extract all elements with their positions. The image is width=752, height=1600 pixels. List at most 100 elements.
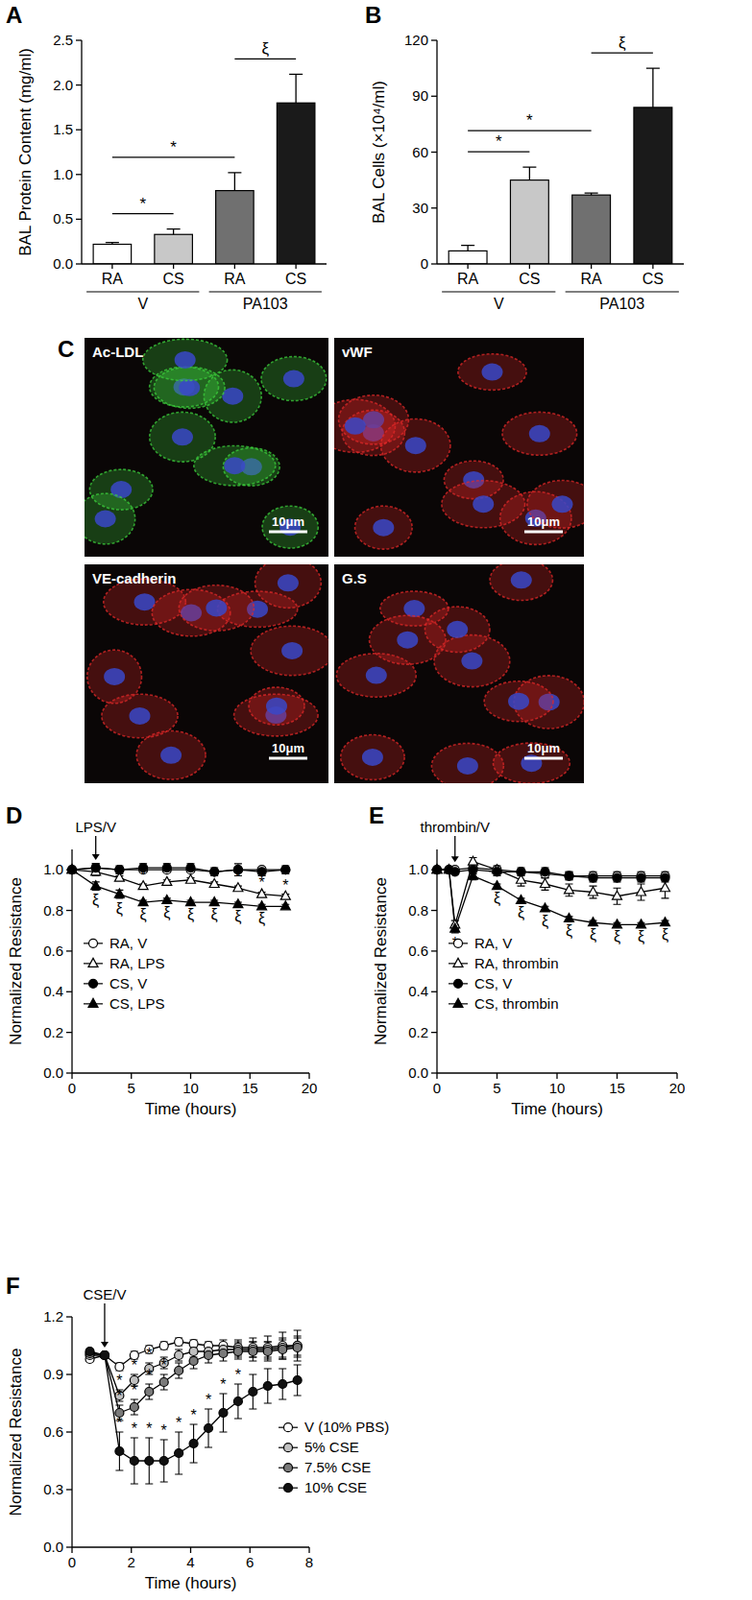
significance-label: * (161, 1358, 168, 1375)
data-point (433, 866, 442, 875)
error-bar (234, 1344, 243, 1360)
category-label: CS (642, 270, 664, 288)
y-tick-label: 0.0 (43, 1539, 64, 1556)
y-tick (431, 151, 437, 153)
data-point (432, 865, 442, 874)
y-axis (80, 40, 82, 265)
error-bar (145, 1384, 153, 1401)
bar (509, 180, 549, 265)
data-point (186, 897, 196, 907)
error-bar (264, 1342, 272, 1359)
error-bar (248, 1342, 257, 1362)
x-tick-label: 20 (301, 1080, 318, 1097)
error-bar (541, 868, 550, 876)
legend-marker (284, 1464, 293, 1474)
cell (484, 681, 554, 723)
y-tick-label: 30 (412, 199, 429, 217)
legend: RA, VRA, LPSCS, VCS, LPS (83, 935, 166, 1013)
y-tick (75, 173, 82, 175)
data-point (540, 868, 550, 877)
significance-label: ξ (661, 926, 669, 945)
error-bar (278, 1369, 287, 1401)
nucleus (283, 370, 305, 389)
scale-bar-label: 10μm (271, 741, 305, 756)
x-tick-label: 4 (186, 1554, 195, 1572)
x-tick (190, 1073, 192, 1080)
error-bar (218, 1346, 227, 1362)
data-point (145, 1388, 154, 1398)
cell (527, 481, 584, 530)
y-tick-label: 1.5 (52, 121, 73, 138)
category-label: CS (163, 270, 185, 288)
error-bar (493, 868, 502, 876)
plot-area (448, 68, 673, 265)
legend: V (10% PBS)5% CSE7.5% CSE10% CSE (278, 1419, 389, 1497)
error-bar (167, 229, 181, 236)
legend-label: V (10% PBS) (304, 1419, 389, 1436)
cell (441, 481, 526, 529)
error-bar (190, 1340, 198, 1349)
x-tick (190, 1548, 192, 1554)
chart: B0306090120BAL Cells (×10⁴/ml)RACSRACSVP… (364, 1, 684, 313)
y-tick (75, 263, 82, 265)
nucleus (103, 668, 125, 686)
y-tick (66, 1316, 73, 1318)
error-bar (160, 1440, 169, 1483)
series-line (90, 1352, 298, 1462)
data-point (660, 883, 671, 893)
y-axis-label: Normalized Resistance (6, 1349, 25, 1518)
figure: A0.00.51.01.52.02.5BAL Protein Content (… (0, 0, 752, 1600)
legend-label: RA, V (474, 935, 512, 952)
plot-area (85, 1331, 302, 1485)
significance-label: ξ (493, 890, 501, 908)
legend-label: RA, LPS (109, 955, 166, 972)
legend-marker (284, 1444, 293, 1454)
significance-label: ξ (116, 900, 123, 919)
y-tick (431, 263, 437, 265)
category-label: RA (457, 270, 480, 288)
y-tick-label: 2.0 (52, 76, 73, 94)
x-axis-label: Time (hours) (510, 1100, 604, 1119)
event-arrowhead (451, 856, 460, 863)
y-axis-label: BAL Cells (×10⁴/ml) (369, 80, 389, 224)
error-bar (92, 864, 100, 873)
cell (458, 354, 527, 391)
error-bar (145, 1438, 153, 1485)
legend-marker (454, 979, 463, 989)
data-point (660, 873, 670, 883)
x-tick (249, 1073, 251, 1080)
significance-label: ξ (618, 33, 627, 52)
data-point (248, 1348, 258, 1358)
nucleus (457, 757, 479, 776)
nucleus (266, 698, 288, 716)
series-line (72, 868, 286, 873)
data-point (432, 865, 442, 874)
significance-label: * (139, 194, 146, 214)
x-tick (652, 264, 654, 269)
significance-label: * (187, 861, 194, 878)
x-axis-label: Time (hours) (145, 1575, 238, 1594)
significance-label: ξ (541, 913, 549, 931)
data-point (263, 1382, 272, 1392)
group-line (209, 291, 322, 292)
cell (178, 585, 254, 632)
error-bar (460, 245, 475, 252)
y-tick (75, 218, 82, 220)
y-tick (66, 992, 73, 994)
data-point (492, 868, 502, 877)
data-point (91, 881, 101, 891)
significance-label: * (258, 874, 265, 892)
x-tick (436, 1073, 437, 1080)
group-label: PA103 (242, 295, 289, 313)
data-point (588, 887, 599, 897)
data-point (174, 1450, 184, 1459)
significance-label: ξ (258, 910, 266, 928)
error-bar (278, 1333, 287, 1360)
significance-label: * (140, 867, 146, 884)
nucleus (446, 621, 468, 639)
y-tick-label: 1.2 (43, 1309, 64, 1326)
data-point (278, 1381, 288, 1390)
panel-label: E (368, 802, 385, 829)
legend-marker (284, 1484, 293, 1494)
y-tick (75, 129, 82, 131)
